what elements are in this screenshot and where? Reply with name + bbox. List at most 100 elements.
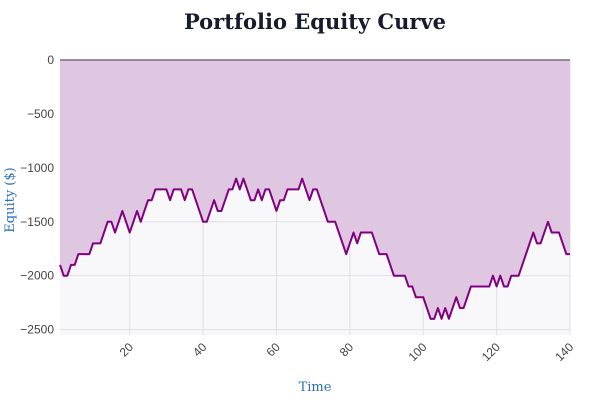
data-point: [569, 253, 571, 255]
data-point: [191, 188, 193, 190]
data-point: [268, 188, 270, 190]
data-point: [107, 221, 109, 223]
data-point: [543, 232, 545, 234]
data-point: [466, 296, 468, 298]
data-point: [492, 275, 494, 277]
data-point: [448, 318, 450, 320]
y-tick-label: −2500: [20, 323, 54, 337]
data-point: [521, 264, 523, 266]
data-point: [209, 210, 211, 212]
data-point: [422, 296, 424, 298]
data-point: [496, 285, 498, 287]
data-point: [125, 221, 127, 223]
data-point: [415, 296, 417, 298]
data-point: [118, 221, 120, 223]
data-point: [338, 232, 340, 234]
data-point: [452, 307, 454, 309]
data-point: [393, 275, 395, 277]
data-point: [176, 188, 178, 190]
data-point: [331, 221, 333, 223]
data-point: [121, 210, 123, 212]
data-point: [481, 285, 483, 287]
data-point: [180, 188, 182, 190]
data-point: [92, 242, 94, 244]
data-point: [463, 307, 465, 309]
data-point: [360, 232, 362, 234]
data-point: [320, 199, 322, 201]
data-point: [272, 199, 274, 201]
data-point: [525, 253, 527, 255]
data-point: [264, 188, 266, 190]
data-point: [378, 253, 380, 255]
data-point: [88, 253, 90, 255]
data-point: [297, 188, 299, 190]
data-point: [136, 210, 138, 212]
data-point: [426, 307, 428, 309]
data-point: [323, 210, 325, 212]
data-point: [173, 188, 175, 190]
data-point: [499, 275, 501, 277]
data-point: [59, 264, 61, 266]
data-point: [290, 188, 292, 190]
data-point: [400, 275, 402, 277]
data-point: [342, 242, 344, 244]
data-point: [375, 242, 377, 244]
data-point: [217, 210, 219, 212]
data-point: [444, 307, 446, 309]
data-point: [562, 242, 564, 244]
data-point: [202, 221, 204, 223]
data-point: [356, 242, 358, 244]
data-point: [165, 188, 167, 190]
data-point: [275, 210, 277, 212]
data-point: [99, 242, 101, 244]
data-point: [404, 275, 406, 277]
data-point: [367, 232, 369, 234]
data-point: [411, 285, 413, 287]
data-point: [239, 188, 241, 190]
data-point: [514, 275, 516, 277]
data-point: [485, 285, 487, 287]
data-point: [187, 188, 189, 190]
data-point: [103, 232, 105, 234]
data-point: [147, 199, 149, 201]
data-point: [301, 178, 303, 180]
data-point: [253, 199, 255, 201]
data-point: [81, 253, 83, 255]
data-point: [470, 285, 472, 287]
data-point: [389, 264, 391, 266]
data-point: [477, 285, 479, 287]
data-point: [507, 285, 509, 287]
data-point: [154, 188, 156, 190]
data-point: [294, 188, 296, 190]
data-point: [547, 221, 549, 223]
data-point: [565, 253, 567, 255]
data-point: [206, 221, 208, 223]
data-point: [316, 188, 318, 190]
data-point: [455, 296, 457, 298]
y-tick-label: −2000: [20, 269, 54, 283]
y-tick-label: −500: [27, 107, 54, 121]
data-point: [503, 285, 505, 287]
data-point: [459, 307, 461, 309]
data-point: [345, 253, 347, 255]
data-point: [151, 199, 153, 201]
data-point: [228, 188, 230, 190]
y-tick-label: 0: [47, 53, 54, 67]
data-point: [220, 210, 222, 212]
data-point: [386, 253, 388, 255]
data-point: [235, 178, 237, 180]
data-point: [510, 275, 512, 277]
data-point: [488, 285, 490, 287]
data-point: [279, 199, 281, 201]
x-axis-title: Time: [299, 380, 332, 395]
data-point: [419, 296, 421, 298]
data-point: [246, 188, 248, 190]
data-point: [162, 188, 164, 190]
data-point: [110, 221, 112, 223]
data-point: [261, 199, 263, 201]
data-point: [114, 232, 116, 234]
data-point: [250, 199, 252, 201]
data-point: [353, 232, 355, 234]
data-point: [70, 264, 72, 266]
